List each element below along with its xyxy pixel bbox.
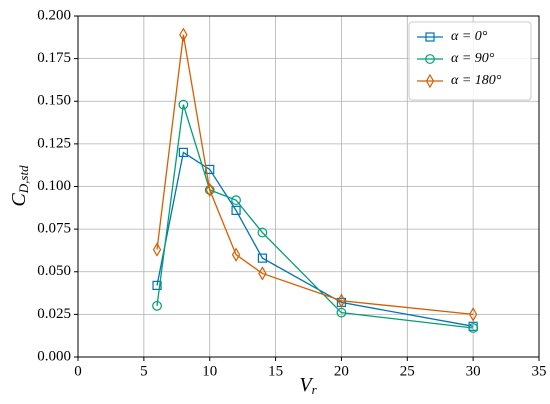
marker: [204, 185, 215, 195]
y-tick-label: 0.150: [37, 93, 71, 109]
x-tick-label: 10: [202, 363, 217, 379]
x-tick-label: 5: [140, 363, 148, 379]
marker: [178, 99, 189, 110]
y-tick-label: 0.175: [37, 50, 71, 66]
marker: [231, 247, 241, 262]
x-tick-label: 25: [400, 363, 415, 379]
marker: [152, 300, 162, 311]
y-tick-label: 0.125: [37, 135, 71, 151]
marker: [231, 205, 241, 215]
x-tick-label: 35: [532, 363, 547, 379]
marker: [425, 73, 435, 89]
marker: [468, 307, 478, 322]
x-tick-label: 20: [334, 363, 349, 379]
x-label-base: V: [299, 374, 314, 396]
marker: [152, 242, 162, 257]
series-line: [156, 104, 474, 329]
y-tick-label: 0.075: [37, 221, 71, 237]
marker: [231, 195, 241, 206]
plot-frame: [77, 15, 540, 358]
marker: [468, 323, 479, 333]
legend-label: α = 0°: [451, 29, 488, 44]
marker: [337, 293, 346, 308]
marker: [257, 227, 268, 238]
y-axis-label: CD,std: [8, 165, 31, 207]
y-label-base: C: [8, 193, 30, 207]
marker: [336, 307, 347, 318]
x-axis-label: Vr: [299, 374, 317, 397]
series-line: [156, 34, 474, 316]
series-line: [156, 151, 474, 327]
y-tick-label: 0.100: [37, 178, 71, 194]
legend-label: α = 90°: [451, 51, 495, 66]
x-tick-label: 30: [466, 363, 481, 379]
legend-label: α = 180°: [451, 73, 502, 88]
marker: [205, 182, 214, 198]
y-tick-label: 0.025: [37, 306, 71, 322]
marker: [179, 27, 188, 42]
x-tick-label: 0: [74, 363, 82, 379]
marker: [425, 54, 435, 64]
marker: [425, 32, 435, 42]
y-label-sub: D,std: [16, 165, 31, 194]
y-tick-label: 0.050: [37, 263, 71, 279]
marker: [258, 266, 267, 281]
x-tick-label: 15: [268, 363, 283, 379]
marker: [257, 253, 267, 263]
marker: [152, 280, 162, 290]
y-tick-label: 0.200: [37, 7, 71, 23]
legend: α = 0° α = 90° α = 180°: [408, 21, 532, 101]
marker: [178, 147, 188, 157]
x-label-sub: r: [312, 382, 318, 397]
y-tick-label: 0.000: [37, 348, 71, 364]
